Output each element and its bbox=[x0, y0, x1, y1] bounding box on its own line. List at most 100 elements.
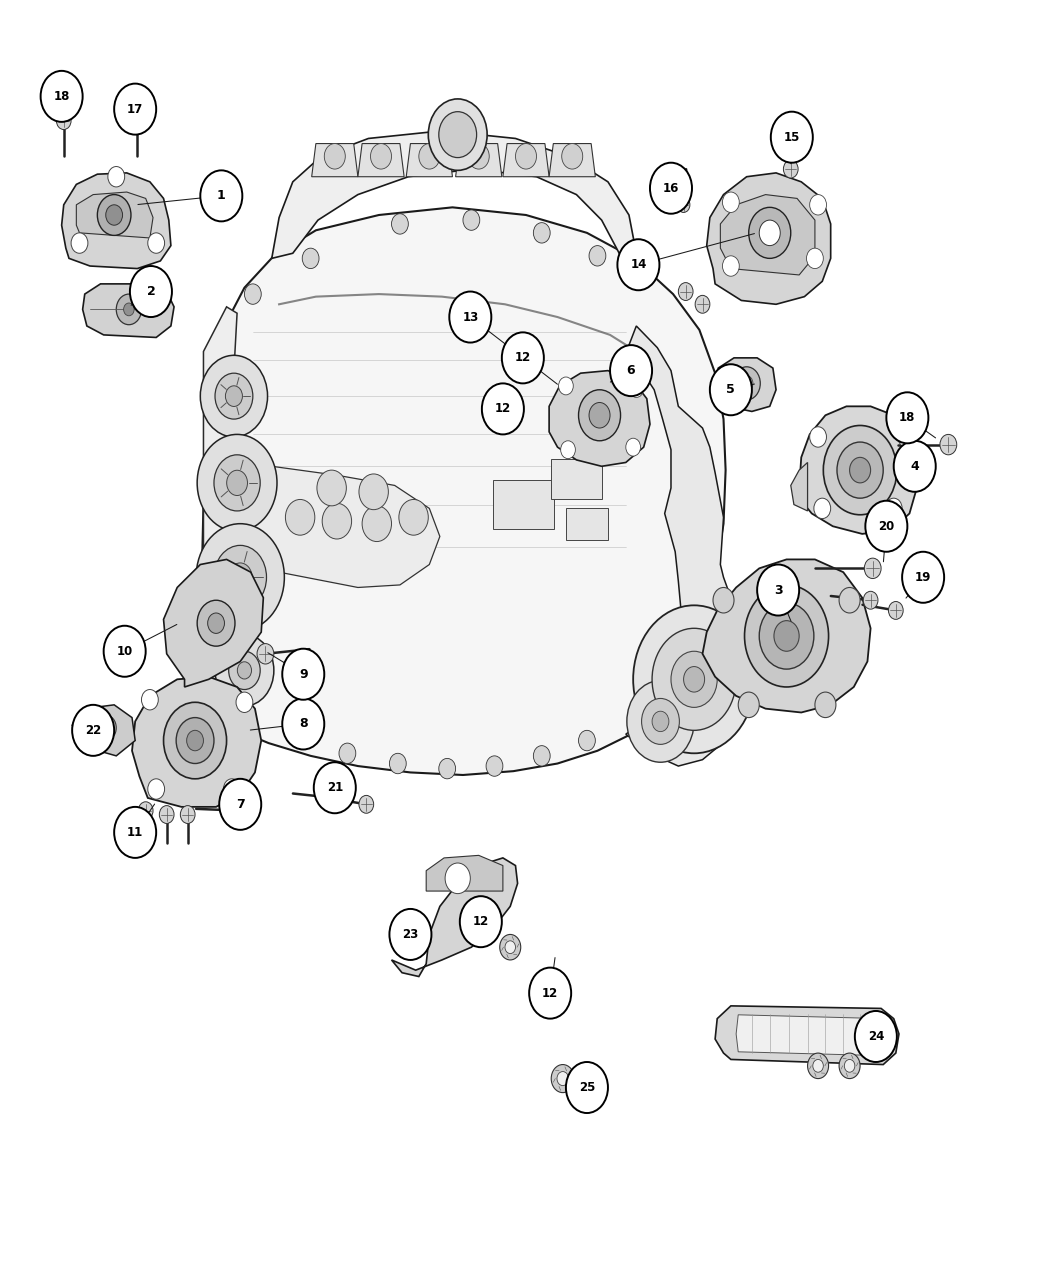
Circle shape bbox=[257, 644, 274, 664]
Circle shape bbox=[894, 441, 935, 492]
Circle shape bbox=[533, 222, 550, 243]
Circle shape bbox=[533, 746, 550, 766]
Circle shape bbox=[445, 863, 470, 894]
Circle shape bbox=[771, 111, 813, 162]
Circle shape bbox=[226, 470, 247, 495]
Circle shape bbox=[652, 628, 736, 730]
Circle shape bbox=[551, 1065, 574, 1093]
Circle shape bbox=[760, 220, 781, 245]
Polygon shape bbox=[715, 1006, 899, 1065]
Circle shape bbox=[745, 585, 829, 687]
Circle shape bbox=[855, 1011, 897, 1062]
Text: 12: 12 bbox=[542, 987, 559, 1000]
Circle shape bbox=[500, 935, 521, 960]
Circle shape bbox=[282, 699, 324, 750]
Circle shape bbox=[428, 98, 487, 170]
Text: 5: 5 bbox=[727, 383, 735, 396]
Circle shape bbox=[159, 806, 174, 824]
Circle shape bbox=[757, 564, 800, 616]
Polygon shape bbox=[456, 143, 502, 176]
Circle shape bbox=[197, 434, 277, 531]
Circle shape bbox=[486, 756, 503, 776]
Text: 13: 13 bbox=[462, 310, 479, 323]
Text: 14: 14 bbox=[630, 258, 647, 271]
Circle shape bbox=[626, 438, 641, 456]
Circle shape bbox=[482, 383, 524, 434]
Circle shape bbox=[695, 295, 710, 313]
Circle shape bbox=[98, 194, 130, 235]
Circle shape bbox=[370, 143, 391, 169]
Circle shape bbox=[460, 896, 502, 948]
Circle shape bbox=[106, 204, 123, 225]
Circle shape bbox=[108, 166, 125, 186]
Circle shape bbox=[887, 392, 928, 443]
Circle shape bbox=[585, 1080, 596, 1094]
Polygon shape bbox=[426, 856, 503, 891]
Circle shape bbox=[733, 366, 761, 400]
Polygon shape bbox=[62, 172, 170, 268]
Circle shape bbox=[679, 282, 693, 300]
Text: 24: 24 bbox=[868, 1031, 884, 1043]
Circle shape bbox=[359, 796, 373, 813]
Polygon shape bbox=[77, 192, 153, 238]
Circle shape bbox=[837, 442, 884, 498]
Circle shape bbox=[72, 232, 88, 253]
Circle shape bbox=[710, 364, 752, 415]
Circle shape bbox=[566, 1062, 608, 1114]
Circle shape bbox=[115, 807, 156, 858]
Text: 12: 12 bbox=[494, 402, 511, 415]
Circle shape bbox=[507, 347, 528, 373]
Circle shape bbox=[642, 699, 680, 744]
Circle shape bbox=[359, 474, 388, 510]
Text: 11: 11 bbox=[127, 826, 143, 839]
Circle shape bbox=[129, 266, 171, 317]
Circle shape bbox=[749, 207, 791, 258]
Polygon shape bbox=[223, 466, 440, 587]
Circle shape bbox=[200, 355, 267, 437]
Polygon shape bbox=[549, 370, 650, 466]
Circle shape bbox=[515, 143, 537, 169]
Circle shape bbox=[468, 143, 489, 169]
Polygon shape bbox=[83, 283, 174, 337]
Circle shape bbox=[589, 245, 606, 266]
Text: 1: 1 bbox=[217, 189, 226, 202]
Circle shape bbox=[512, 354, 523, 366]
Circle shape bbox=[389, 909, 431, 960]
Text: 17: 17 bbox=[127, 102, 143, 116]
Circle shape bbox=[196, 524, 284, 631]
Circle shape bbox=[677, 197, 690, 212]
Circle shape bbox=[138, 802, 153, 820]
Polygon shape bbox=[791, 462, 808, 511]
Circle shape bbox=[57, 111, 72, 129]
Polygon shape bbox=[132, 677, 261, 807]
Circle shape bbox=[760, 603, 814, 669]
Text: 25: 25 bbox=[579, 1082, 595, 1094]
Circle shape bbox=[231, 801, 248, 821]
Circle shape bbox=[326, 788, 343, 808]
Circle shape bbox=[865, 558, 882, 578]
Polygon shape bbox=[707, 172, 831, 304]
Circle shape bbox=[104, 626, 145, 677]
Circle shape bbox=[219, 779, 261, 830]
Polygon shape bbox=[626, 326, 749, 766]
Circle shape bbox=[671, 651, 717, 707]
Circle shape bbox=[903, 552, 944, 603]
Circle shape bbox=[814, 498, 831, 518]
Circle shape bbox=[633, 605, 755, 753]
Circle shape bbox=[939, 434, 956, 455]
Polygon shape bbox=[311, 143, 358, 176]
Circle shape bbox=[41, 70, 83, 121]
Text: 18: 18 bbox=[899, 411, 915, 424]
Polygon shape bbox=[566, 508, 608, 540]
Text: 16: 16 bbox=[663, 181, 680, 194]
Circle shape bbox=[73, 705, 115, 756]
Circle shape bbox=[866, 501, 908, 552]
Text: 2: 2 bbox=[146, 285, 156, 298]
Circle shape bbox=[176, 718, 214, 764]
Text: 12: 12 bbox=[472, 916, 489, 928]
Polygon shape bbox=[358, 143, 404, 176]
Circle shape bbox=[618, 239, 660, 290]
Circle shape bbox=[561, 441, 575, 458]
Text: 7: 7 bbox=[236, 798, 245, 811]
Polygon shape bbox=[800, 406, 917, 534]
